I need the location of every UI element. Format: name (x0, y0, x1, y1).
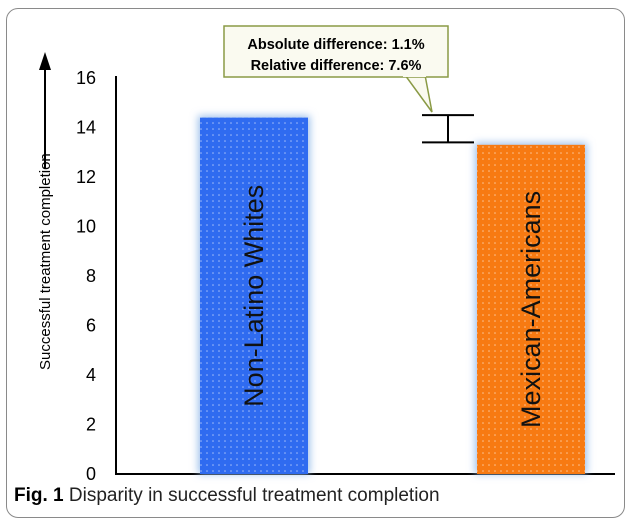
caption-text: Disparity in successful treatment comple… (68, 485, 440, 506)
y-axis-label: Successful treatment completion (37, 153, 54, 370)
caption-label: Fig. 1 (14, 485, 64, 506)
y-tick-label: 12 (76, 167, 96, 187)
error-bar (422, 114, 474, 144)
bar-mexican-americans: Mexican-Americans (475, 142, 587, 474)
bar-texture (200, 117, 308, 474)
y-tick-label: 6 (86, 316, 96, 336)
y-axis-title: Successful treatment completion (37, 52, 54, 370)
y-tick-label: 8 (86, 266, 96, 286)
callout-pointer (403, 74, 433, 113)
y-tick-label: 0 (86, 464, 96, 484)
difference-callout: Absolute difference: 1.1% Relative diffe… (223, 25, 449, 113)
callout-box (223, 25, 449, 78)
y-tick-label: 16 (76, 68, 96, 88)
y-tick-labels: 0 2 4 6 8 10 12 14 16 (76, 68, 96, 484)
bars: Non-Latino Whites Mexican-Americans (198, 115, 587, 474)
y-tick-label: 14 (76, 118, 96, 138)
y-axis-arrowhead (39, 52, 51, 70)
callout-relative: Relative difference: 7.6% (251, 58, 422, 74)
bar-label: Mexican-Americans (516, 191, 546, 428)
bar-label: Non-Latino Whites (239, 185, 269, 407)
callout-absolute: Absolute difference: 1.1% (247, 37, 424, 53)
bar-non-latino-whites: Non-Latino Whites (198, 115, 310, 474)
bar-texture (477, 144, 585, 474)
figure-caption: Fig. 1 Disparity in successful treatment… (14, 480, 625, 512)
y-tick-label: 2 (86, 415, 96, 435)
y-tick-label: 4 (86, 365, 96, 385)
y-tick-label: 10 (76, 217, 96, 237)
figure-frame (6, 8, 625, 518)
